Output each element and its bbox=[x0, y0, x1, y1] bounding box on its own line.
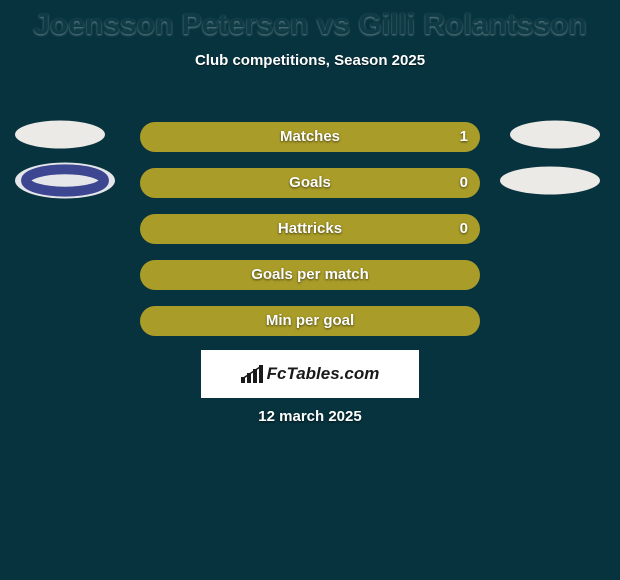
stat-value: 0 bbox=[460, 214, 468, 244]
page-subtitle: Club competitions, Season 2025 bbox=[0, 52, 620, 69]
stat-label: Min per goal bbox=[140, 306, 480, 336]
stat-rows: Matches1Goals0Hattricks0Goals per matchM… bbox=[0, 122, 620, 352]
team-logo-left bbox=[15, 121, 105, 154]
stat-row: Hattricks0 bbox=[0, 214, 620, 244]
stat-row: Matches1 bbox=[0, 122, 620, 152]
stat-bar: Min per goal bbox=[140, 306, 480, 336]
watermark-text: FcTables.com bbox=[267, 364, 380, 384]
stat-label: Goals bbox=[140, 168, 480, 198]
stat-row: Goals0 bbox=[0, 168, 620, 198]
stat-value: 1 bbox=[460, 122, 468, 152]
team-logo-right bbox=[510, 121, 600, 154]
date-label: 12 march 2025 bbox=[0, 408, 620, 425]
team-logo-right bbox=[500, 167, 600, 200]
stat-row: Min per goal bbox=[0, 306, 620, 336]
bars-icon bbox=[241, 365, 263, 383]
stat-value: 0 bbox=[460, 168, 468, 198]
stat-label: Hattricks bbox=[140, 214, 480, 244]
stat-bar: Goals per match bbox=[140, 260, 480, 290]
stat-bar: Hattricks0 bbox=[140, 214, 480, 244]
stat-label: Goals per match bbox=[140, 260, 480, 290]
stat-bar: Matches1 bbox=[140, 122, 480, 152]
team-logo-left bbox=[15, 163, 115, 204]
watermark-badge: FcTables.com bbox=[201, 350, 419, 398]
page-title: Joensson Petersen vs Gilli Rolantsson bbox=[0, 0, 620, 42]
comparison-card: Joensson Petersen vs Gilli Rolantsson Cl… bbox=[0, 0, 620, 580]
stat-row: Goals per match bbox=[0, 260, 620, 290]
stat-label: Matches bbox=[140, 122, 480, 152]
stat-bar: Goals0 bbox=[140, 168, 480, 198]
